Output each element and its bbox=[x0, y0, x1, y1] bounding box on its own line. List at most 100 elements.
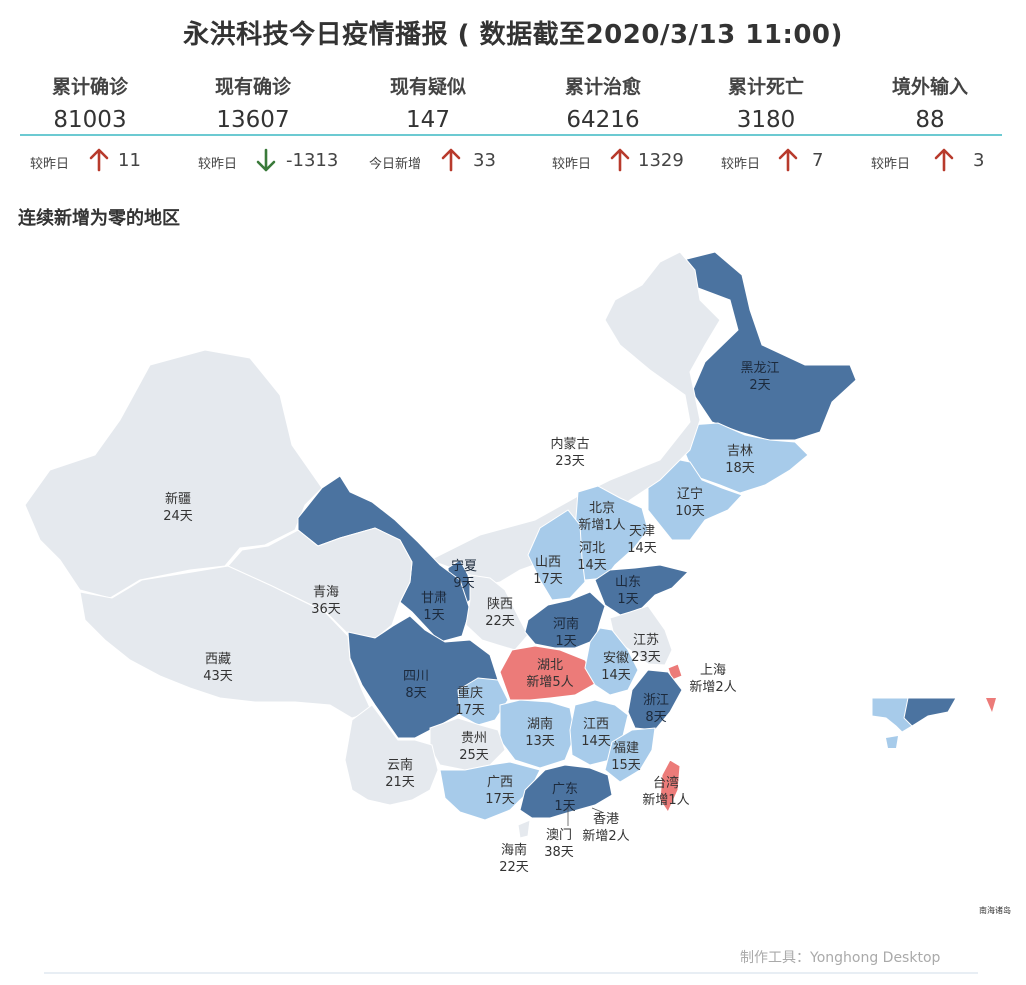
province-label: 北京新增1人 bbox=[578, 501, 625, 533]
province-name: 黑龙江 bbox=[740, 361, 779, 376]
stat-label: 现有确诊 bbox=[214, 76, 291, 98]
province-name: 贵州 bbox=[461, 731, 487, 746]
province-name: 广西 bbox=[487, 775, 513, 790]
province-label: 甘肃 1天 bbox=[421, 591, 447, 623]
province-label: 辽宁 10天 bbox=[675, 486, 705, 519]
province-label: 上海新增2人 bbox=[689, 663, 736, 695]
province-status: 23天 bbox=[555, 454, 585, 469]
province-湖南[interactable] bbox=[499, 699, 576, 769]
province-广东[interactable] bbox=[519, 764, 613, 819]
province-status: 新增2人 bbox=[582, 828, 629, 844]
province-label: 湖南 13天 bbox=[525, 716, 555, 749]
province-name: 山西 bbox=[535, 555, 561, 570]
province-name: 新疆 bbox=[165, 491, 191, 507]
province-海南[interactable] bbox=[517, 819, 531, 839]
footer-divider bbox=[44, 972, 978, 974]
province-status: 10天 bbox=[675, 504, 705, 519]
province-黑龙江[interactable] bbox=[674, 251, 857, 441]
arrow-up-icon bbox=[441, 148, 461, 172]
delta-label: 较昨日 bbox=[871, 157, 911, 172]
delta-current-confirmed: 较昨日 -1313 bbox=[198, 148, 368, 174]
province-status: 15天 bbox=[611, 758, 641, 773]
delta-label: 较昨日 bbox=[552, 157, 592, 172]
province-山东[interactable] bbox=[594, 564, 689, 619]
stat-deaths: 累计死亡 3180 bbox=[681, 72, 851, 133]
province-湖北[interactable] bbox=[499, 645, 599, 701]
province-label: 河北 14天 bbox=[577, 541, 607, 573]
province-name: 河北 bbox=[579, 541, 605, 556]
province-status: 8天 bbox=[645, 710, 666, 725]
stat-value: 147 bbox=[406, 107, 450, 133]
province-status: 38天 bbox=[544, 845, 574, 860]
province-label: 重庆 17天 bbox=[455, 685, 485, 718]
province-name: 台湾 bbox=[653, 775, 679, 791]
province-label: 吉林 18天 bbox=[725, 444, 755, 476]
leader-line bbox=[591, 807, 603, 813]
province-status: 9天 bbox=[453, 576, 474, 591]
province-陕西[interactable] bbox=[465, 574, 529, 651]
province-status: 36天 bbox=[311, 602, 341, 617]
province-status: 1天 bbox=[555, 634, 576, 649]
province-浙江[interactable] bbox=[627, 669, 683, 731]
province-label: 安徽 14天 bbox=[601, 651, 631, 683]
stat-recovered: 累计治愈 64216 bbox=[518, 72, 688, 133]
delta-label: 今日新增 bbox=[369, 157, 422, 172]
province-status: 18天 bbox=[725, 461, 755, 476]
province-name: 上海 bbox=[700, 663, 726, 678]
province-status: 22天 bbox=[485, 614, 515, 629]
province-福建[interactable] bbox=[604, 727, 656, 783]
province-status: 14天 bbox=[601, 668, 631, 683]
province-label: 香港新增2人 bbox=[582, 812, 629, 844]
province-status: 21天 bbox=[385, 775, 415, 790]
province-name: 广东 bbox=[552, 782, 578, 797]
province-status: 新增2人 bbox=[689, 679, 736, 695]
province-status: 17天 bbox=[455, 703, 485, 718]
province-name: 山东 bbox=[615, 575, 641, 590]
province-label: 江西 14天 bbox=[581, 717, 611, 749]
province-label: 浙江 8天 bbox=[643, 693, 669, 725]
province-云南[interactable] bbox=[344, 704, 439, 806]
province-台湾[interactable] bbox=[659, 759, 681, 814]
province-label: 广东 1天 bbox=[552, 782, 578, 814]
stat-value: 88 bbox=[915, 107, 945, 133]
province-status: 17天 bbox=[533, 572, 563, 587]
province-name: 西藏 bbox=[205, 652, 231, 667]
province-label: 新疆 24天 bbox=[163, 491, 193, 524]
arrow-up-icon bbox=[934, 148, 954, 172]
province-name: 青海 bbox=[313, 585, 339, 600]
province-status: 14天 bbox=[577, 558, 607, 573]
delta-label: 较昨日 bbox=[30, 157, 70, 172]
province-label: 广西 17天 bbox=[485, 775, 515, 807]
page-title: 永洪科技今日疫情播报 ( 数据截至2020/3/13 11:00) bbox=[183, 20, 843, 50]
province-安徽[interactable] bbox=[584, 627, 639, 696]
delta-imported: 较昨日 3 bbox=[871, 148, 1026, 174]
province-name: 江苏 bbox=[633, 632, 659, 648]
province-name: 甘肃 bbox=[421, 591, 447, 606]
province-name: 天津 bbox=[629, 524, 655, 539]
province-辽宁[interactable] bbox=[647, 457, 743, 541]
province-name: 澳门 bbox=[546, 827, 572, 843]
province-山西[interactable] bbox=[527, 509, 586, 601]
delta-label: 较昨日 bbox=[198, 157, 238, 172]
province-status: 新增5人 bbox=[526, 674, 573, 690]
province-name: 北京 bbox=[589, 501, 615, 516]
province-label: 湖北新增5人 bbox=[526, 658, 573, 690]
province-status: 新增1人 bbox=[578, 517, 625, 533]
province-label: 黑龙江 2天 bbox=[740, 361, 779, 393]
province-name: 湖北 bbox=[537, 658, 563, 673]
stat-label: 现有疑似 bbox=[389, 76, 466, 98]
province-name: 福建 bbox=[613, 741, 639, 756]
stat-label: 累计确诊 bbox=[51, 76, 128, 98]
inset-hainan bbox=[886, 736, 898, 748]
delta-value: 7 bbox=[812, 150, 824, 171]
province-name: 云南 bbox=[387, 757, 413, 773]
stat-label: 境外输入 bbox=[891, 76, 968, 98]
delta-suspected: 今日新增 33 bbox=[369, 148, 539, 174]
stat-imported: 境外输入 88 bbox=[845, 72, 1015, 133]
province-status: 14天 bbox=[627, 541, 657, 556]
province-name: 安徽 bbox=[603, 651, 629, 666]
province-status: 14天 bbox=[581, 734, 611, 749]
stat-total-confirmed: 累计确诊 81003 bbox=[5, 72, 175, 133]
province-status: 25天 bbox=[459, 748, 489, 763]
